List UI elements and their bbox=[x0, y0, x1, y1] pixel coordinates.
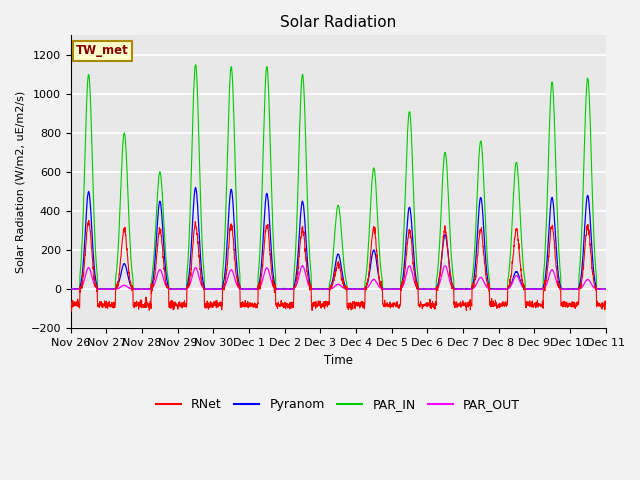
RNet bbox=[391, 300, 399, 306]
PAR_IN bbox=[391, 286, 399, 292]
Line: PAR_IN: PAR_IN bbox=[71, 65, 640, 289]
RNet bbox=[67, 308, 75, 314]
RNet bbox=[124, 262, 132, 267]
X-axis label: Time: Time bbox=[324, 353, 353, 367]
PAR_IN bbox=[528, 286, 536, 291]
PAR_OUT bbox=[67, 286, 75, 292]
PAR_IN bbox=[637, 286, 640, 292]
PAR_OUT bbox=[637, 286, 640, 292]
Legend: RNet, Pyranom, PAR_IN, PAR_OUT: RNet, Pyranom, PAR_IN, PAR_OUT bbox=[151, 393, 525, 416]
RNet bbox=[85, 217, 93, 223]
PAR_IN bbox=[67, 286, 75, 292]
Pyranom bbox=[192, 184, 200, 190]
RNet bbox=[67, 302, 75, 308]
Pyranom bbox=[390, 286, 398, 292]
RNet bbox=[637, 300, 640, 306]
PAR_OUT bbox=[124, 284, 132, 290]
PAR_IN bbox=[68, 286, 76, 292]
Pyranom bbox=[629, 286, 637, 292]
PAR_OUT bbox=[247, 286, 255, 292]
PAR_OUT bbox=[629, 286, 637, 292]
PAR_OUT bbox=[299, 263, 307, 268]
PAR_IN bbox=[124, 192, 132, 197]
Y-axis label: Solar Radiation (W/m2, uE/m2/s): Solar Radiation (W/m2, uE/m2/s) bbox=[15, 91, 25, 273]
RNet bbox=[629, 303, 637, 309]
Line: RNet: RNet bbox=[71, 220, 640, 311]
Line: Pyranom: Pyranom bbox=[71, 187, 640, 289]
Line: PAR_OUT: PAR_OUT bbox=[71, 265, 640, 289]
Pyranom bbox=[124, 272, 132, 277]
Pyranom bbox=[67, 286, 75, 292]
PAR_IN bbox=[192, 62, 200, 68]
Pyranom bbox=[560, 286, 568, 292]
Title: Solar Radiation: Solar Radiation bbox=[280, 15, 396, 30]
Text: TW_met: TW_met bbox=[76, 44, 129, 57]
PAR_IN bbox=[248, 286, 255, 292]
PAR_IN bbox=[560, 286, 568, 292]
PAR_OUT bbox=[560, 286, 568, 292]
Pyranom bbox=[247, 286, 255, 292]
RNet bbox=[248, 301, 255, 307]
PAR_OUT bbox=[528, 286, 536, 292]
Pyranom bbox=[637, 286, 640, 292]
PAR_OUT bbox=[67, 286, 75, 292]
Pyranom bbox=[528, 286, 536, 292]
PAR_OUT bbox=[391, 286, 399, 292]
RNet bbox=[560, 299, 568, 304]
RNet bbox=[528, 304, 536, 310]
PAR_IN bbox=[629, 286, 637, 292]
